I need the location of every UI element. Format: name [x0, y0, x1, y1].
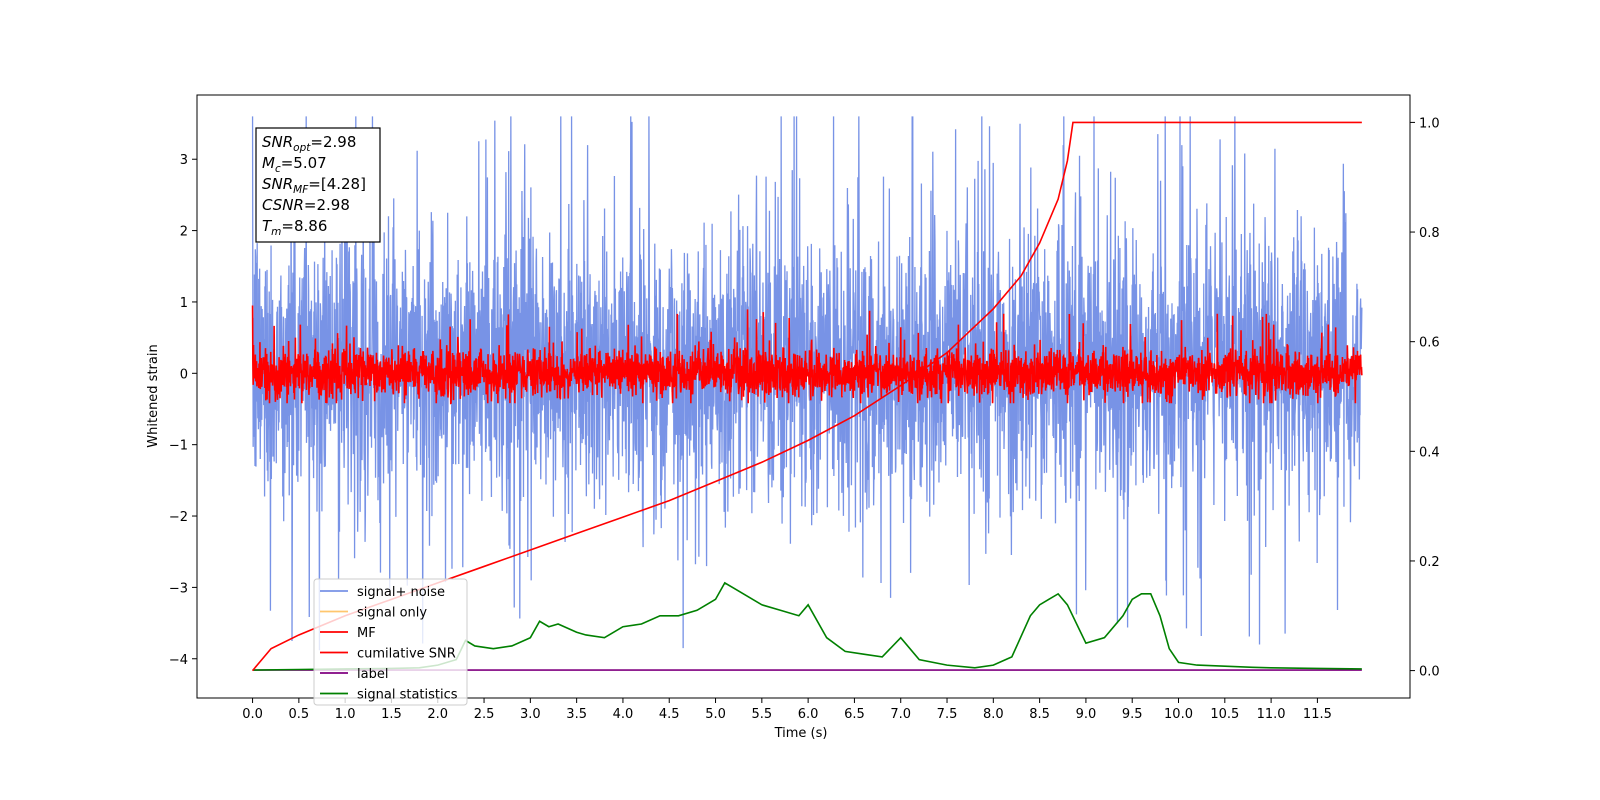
x-tick-label: 5.5: [751, 707, 772, 722]
y-right-tick-label: 0.6: [1419, 336, 1440, 351]
legend: signal+ noise signal only MF cumilative SNR…: [313, 578, 468, 706]
x-tick-label: 0.0: [242, 707, 263, 722]
x-axis: 0.0 0.5 1.0 1.5 2.0 2.5 3.0 3.5 4.0 4.5 5.0 5.5 6.0 6…: [242, 698, 1332, 722]
annotation-value: =2.98: [310, 133, 356, 151]
legend-entry: signal statistics: [357, 688, 458, 703]
x-tick-label: 11.0: [1257, 707, 1286, 722]
y-left-tick-label: 0: [180, 367, 188, 382]
legend-entry: label: [357, 667, 388, 682]
y-left-tick-label: −1: [169, 439, 188, 454]
legend-frame: [313, 578, 468, 706]
y-left-tick-label: −4: [169, 653, 188, 668]
annotation-value: =5.07: [281, 154, 327, 172]
x-tick-label: 10.0: [1164, 707, 1193, 722]
x-tick-label: 8.0: [983, 707, 1004, 722]
annotation-value: =2.98: [304, 196, 350, 214]
x-tick-label: 3.5: [566, 707, 587, 722]
annotation-value: =[4.28]: [308, 175, 366, 193]
annotation-sub: c: [275, 163, 281, 175]
y-axis-label: Whitened strain: [146, 344, 161, 447]
annotation-frame: [255, 127, 381, 243]
x-tick-label: 3.0: [520, 707, 541, 722]
x-tick-label: 9.5: [1122, 707, 1143, 722]
annotation-var: T: [262, 217, 273, 235]
x-axis-label: Time (s): [774, 726, 828, 741]
annotation-line: Tm=8.86: [262, 217, 327, 238]
annotation-line: SNRopt=2.98: [262, 133, 356, 154]
y-right-tick-label: 0.2: [1419, 555, 1440, 570]
y-right-tick-label: 1.0: [1419, 116, 1440, 131]
plot-frame: [196, 94, 1411, 699]
series-mf: [251, 305, 1363, 405]
annotation-sub: opt: [293, 142, 311, 154]
annotation-var: SNR: [262, 175, 293, 193]
y-right-tick-label: 0.8: [1419, 226, 1440, 241]
x-tick-label: 11.5: [1303, 707, 1332, 722]
legend-entry: signal+ noise: [357, 585, 445, 600]
annotation-line: CSNR=2.98: [262, 196, 350, 214]
x-tick-label: 1.5: [381, 707, 402, 722]
y-right-tick-label: 0.4: [1419, 445, 1440, 460]
annotation-var: SNR: [262, 133, 293, 151]
x-tick-label: 7.0: [890, 707, 911, 722]
legend-entry: MF: [357, 626, 376, 641]
y-left-tick-label: 3: [180, 153, 188, 168]
x-tick-label: 8.5: [1029, 707, 1050, 722]
x-tick-label: 9.0: [1076, 707, 1097, 722]
annotation-var: CSNR: [262, 196, 304, 214]
annotation-var: M: [262, 154, 275, 172]
y-left-tick-label: −3: [169, 581, 188, 596]
legend-entry: signal only: [357, 606, 427, 621]
y-left-tick-label: −2: [169, 510, 188, 525]
x-tick-label: 7.5: [937, 707, 958, 722]
annotation-line: SNRMF=[4.28]: [262, 175, 366, 196]
x-tick-label: 10.5: [1210, 707, 1239, 722]
x-tick-label: 5.0: [705, 707, 726, 722]
annotation-value: =8.86: [281, 217, 327, 235]
x-tick-label: 1.0: [335, 707, 356, 722]
x-tick-label: 4.5: [659, 707, 680, 722]
annotation-sub: MF: [293, 184, 309, 196]
x-tick-label: 2.0: [427, 707, 448, 722]
y-right-tick-label: 0.0: [1419, 665, 1440, 680]
x-tick-label: 0.5: [289, 707, 310, 722]
y-axis-left: 3 2 1 0 −1 −2 −3 −4: [169, 153, 197, 668]
y-axis-right: 1.0 0.8 0.6 0.4 0.2 0.0: [1410, 116, 1440, 680]
x-tick-label: 6.5: [844, 707, 865, 722]
x-tick-label: 2.5: [474, 707, 495, 722]
annotation-sub: m: [271, 226, 281, 238]
series-signal-statistics: [252, 581, 1362, 671]
x-tick-label: 6.0: [798, 707, 819, 722]
annotation-line: Mc=5.07: [262, 154, 327, 175]
stats-annotation-box: SNRopt=2.98Mc=5.07SNRMF=[4.28]CSNR=2.98T…: [255, 127, 381, 243]
x-tick-label: 4.0: [613, 707, 634, 722]
y-left-tick-label: 2: [180, 225, 188, 240]
y-left-tick-label: 1: [180, 296, 188, 311]
legend-entry: cumilative SNR: [357, 647, 456, 662]
series-signal-noise: [251, 116, 1363, 651]
